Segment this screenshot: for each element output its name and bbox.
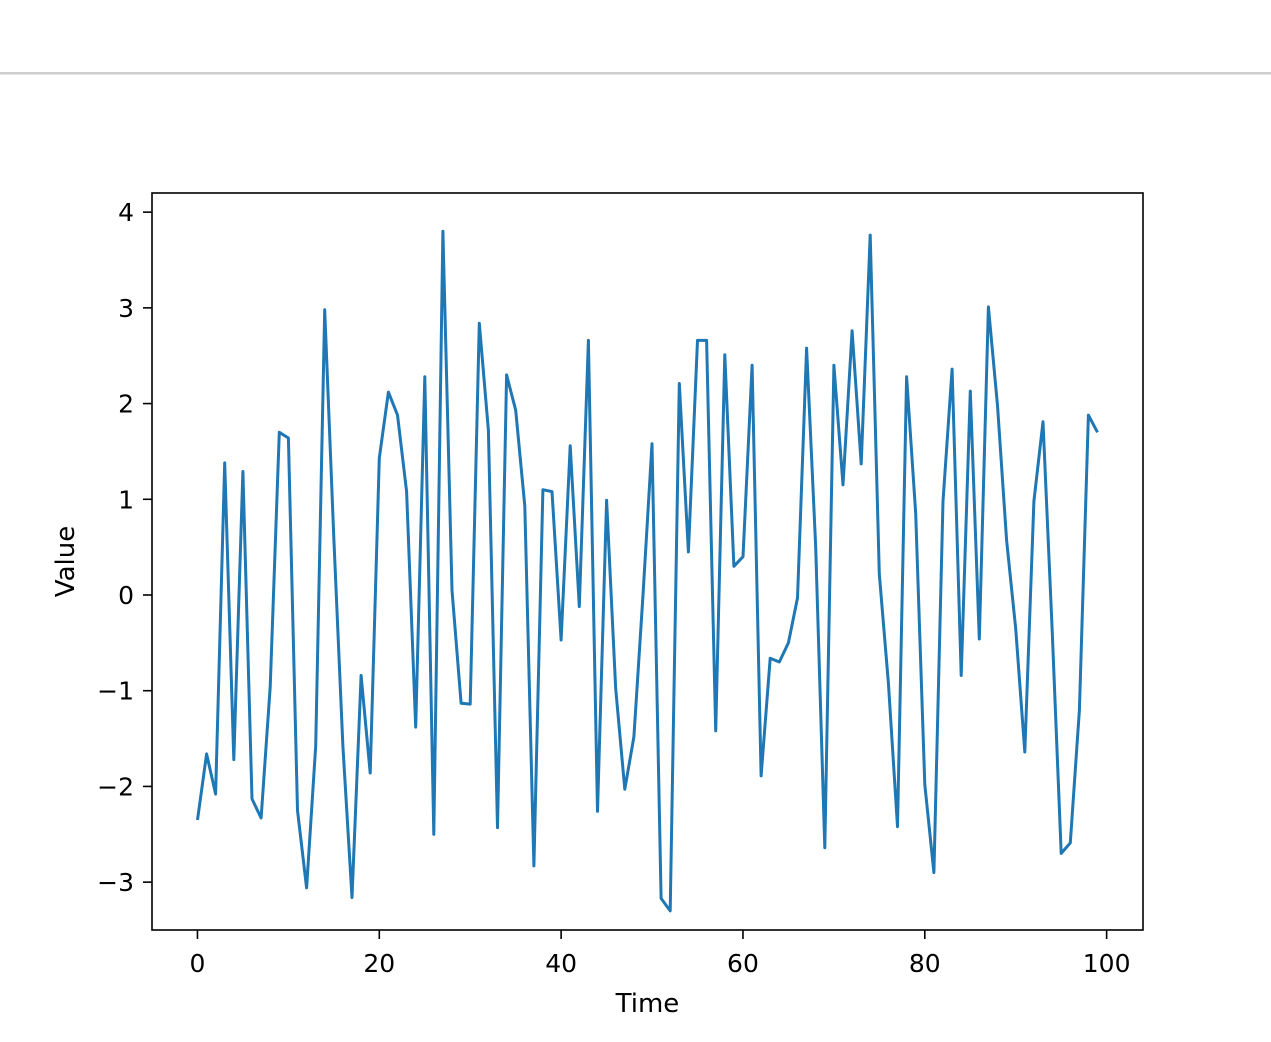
x-tick-label: 20 — [363, 949, 395, 978]
y-tick-label: −3 — [97, 868, 134, 897]
figure-background — [0, 76, 1271, 1038]
y-tick-label: 0 — [118, 581, 134, 610]
x-axis-label: Time — [615, 989, 680, 1019]
x-tick-label: 80 — [909, 949, 941, 978]
series-line — [196, 229, 1099, 913]
y-tick-label: −1 — [97, 677, 134, 706]
y-tick-label: −2 — [97, 772, 134, 801]
y-tick-label: 4 — [118, 198, 134, 227]
figure-canvas: 0 20 40 60 80 100 −3 −2 −1 0 1 2 3 4 Time Value — [0, 76, 1271, 1038]
x-axis-ticks: 0 20 40 60 80 100 — [190, 930, 1131, 978]
x-tick-label: 0 — [190, 949, 206, 978]
y-tick-label: 2 — [118, 390, 134, 419]
toolbar-divider — [0, 72, 1271, 75]
x-tick-label: 100 — [1083, 949, 1131, 978]
y-tick-label: 1 — [118, 485, 134, 514]
line-chart: 0 20 40 60 80 100 −3 −2 −1 0 1 2 3 4 Time Value — [0, 76, 1271, 1038]
window-toolbar — [0, 0, 1271, 72]
plot-area-frame — [151, 192, 1144, 931]
y-tick-label: 3 — [118, 294, 134, 323]
y-axis-ticks: −3 −2 −1 0 1 2 3 4 — [97, 198, 152, 897]
x-tick-label: 60 — [727, 949, 759, 978]
y-axis-label: Value — [51, 526, 81, 597]
x-tick-label: 40 — [545, 949, 577, 978]
